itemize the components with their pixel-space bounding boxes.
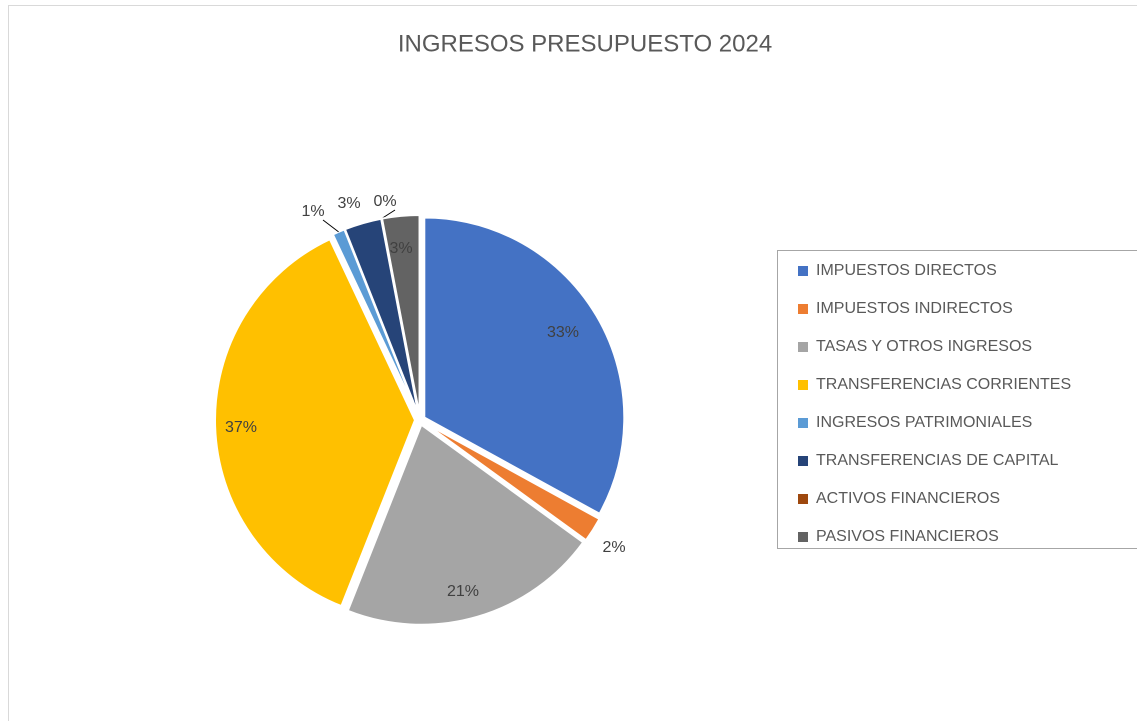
pie-slice xyxy=(423,421,601,542)
legend-swatch xyxy=(798,456,808,466)
pie-slice xyxy=(423,216,626,516)
legend-label: ACTIVOS FINANCIEROS xyxy=(816,490,1000,507)
data-label: 2% xyxy=(602,539,625,556)
pie-slice xyxy=(380,214,421,416)
legend-label: IMPUESTOS INDIRECTOS xyxy=(816,300,1013,317)
legend-swatch xyxy=(798,266,808,276)
leader-line xyxy=(322,219,339,233)
pie-slice xyxy=(346,423,585,626)
data-label: 21% xyxy=(447,583,479,600)
data-label: 3% xyxy=(389,240,412,257)
legend-swatch xyxy=(798,532,808,542)
data-label: 1% xyxy=(301,203,324,220)
legend-box xyxy=(777,250,1137,549)
legend-swatch xyxy=(798,380,808,390)
legend-swatch xyxy=(798,342,808,352)
leader-line xyxy=(381,209,396,220)
pie-slice xyxy=(214,237,417,608)
legend-swatch xyxy=(798,494,808,504)
legend-label: TRANSFERENCIAS CORRIENTES xyxy=(816,376,1071,393)
chart-title: INGRESOS PRESUPUESTO 2024 xyxy=(398,30,772,57)
data-label: 0% xyxy=(373,193,396,210)
legend-label: TRANSFERENCIAS DE CAPITAL xyxy=(816,452,1059,469)
data-label: 37% xyxy=(225,419,257,436)
legend-label: TASAS Y OTROS INGRESOS xyxy=(816,338,1032,355)
data-label: 3% xyxy=(337,195,360,212)
legend-label: PASIVOS FINANCIEROS xyxy=(816,528,999,545)
legend-swatch xyxy=(798,304,808,314)
legend-swatch xyxy=(798,418,808,428)
legend-label: IMPUESTOS DIRECTOS xyxy=(816,262,997,279)
data-label: 33% xyxy=(547,324,579,341)
legend-label: INGRESOS PATRIMONIALES xyxy=(816,414,1032,431)
